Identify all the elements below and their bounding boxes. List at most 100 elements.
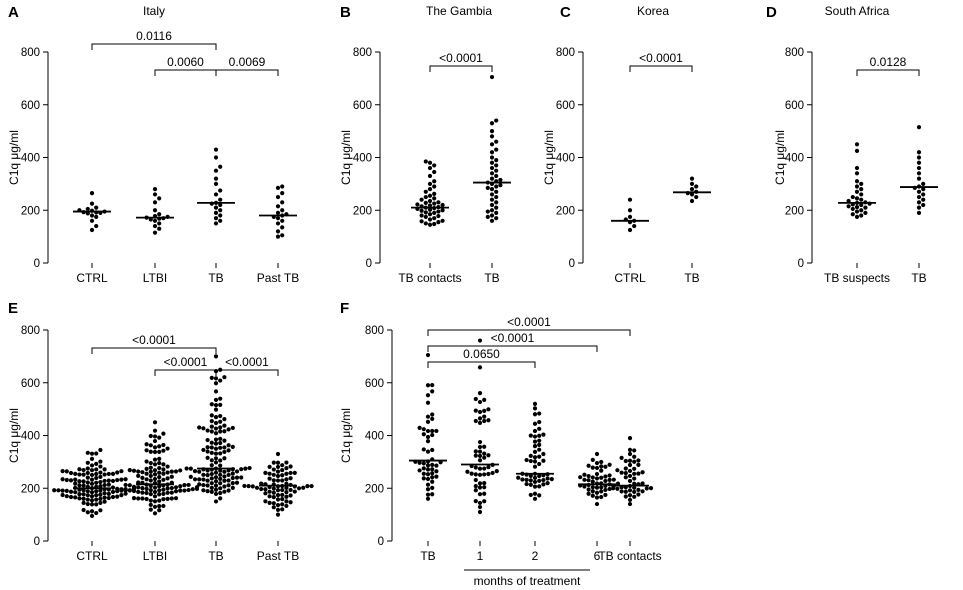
data-point bbox=[689, 176, 695, 181]
data-point bbox=[494, 158, 499, 163]
data-point bbox=[110, 489, 116, 494]
data-point bbox=[205, 455, 210, 460]
data-point bbox=[545, 476, 550, 481]
data-point bbox=[98, 500, 103, 505]
data-point bbox=[85, 206, 90, 212]
data-point bbox=[148, 478, 153, 483]
category-label: TB contacts bbox=[598, 549, 661, 563]
data-point bbox=[161, 448, 166, 453]
data-point bbox=[440, 218, 445, 223]
data-point bbox=[694, 184, 699, 189]
data-point bbox=[473, 488, 478, 493]
data-point bbox=[477, 472, 483, 477]
data-point bbox=[582, 472, 587, 477]
data-point bbox=[432, 221, 437, 227]
data-point bbox=[494, 168, 499, 173]
data-point bbox=[98, 464, 103, 469]
data-point bbox=[119, 477, 124, 482]
significance-bracket: <0.0001 bbox=[427, 315, 631, 336]
data-point bbox=[425, 414, 431, 419]
data-point bbox=[152, 438, 158, 444]
data-point bbox=[209, 424, 214, 429]
data-point bbox=[230, 485, 235, 490]
data-point bbox=[537, 478, 542, 483]
data-point bbox=[144, 459, 149, 464]
data-point bbox=[477, 466, 483, 471]
data-point bbox=[201, 477, 206, 482]
p-value-label: 0.0650 bbox=[463, 347, 500, 361]
significance-bracket: 0.0650 bbox=[427, 347, 536, 368]
data-point bbox=[425, 449, 431, 454]
data-point bbox=[205, 483, 210, 488]
data-point bbox=[119, 469, 124, 474]
data-point bbox=[425, 472, 431, 477]
data-point bbox=[213, 479, 219, 484]
data-point bbox=[477, 481, 483, 486]
data-point bbox=[465, 469, 470, 474]
data-point bbox=[230, 481, 235, 486]
y-tick-label: 200 bbox=[21, 205, 40, 217]
data-point bbox=[528, 482, 533, 487]
data-point bbox=[280, 497, 285, 502]
data-point bbox=[859, 202, 864, 208]
data-point bbox=[157, 479, 162, 484]
data-point bbox=[916, 160, 922, 165]
data-point bbox=[486, 418, 491, 423]
data-point bbox=[173, 489, 179, 494]
data-point bbox=[250, 484, 255, 489]
data-point bbox=[423, 189, 428, 194]
category-label: Past TB bbox=[257, 549, 299, 563]
data-point bbox=[152, 420, 158, 425]
data-point bbox=[144, 471, 149, 476]
data-point bbox=[498, 183, 503, 188]
data-point bbox=[218, 419, 223, 424]
data-point bbox=[432, 191, 437, 196]
data-point bbox=[532, 459, 538, 464]
data-point bbox=[494, 205, 499, 210]
data-point bbox=[516, 475, 521, 480]
data-point bbox=[623, 475, 628, 480]
data-point bbox=[485, 185, 490, 190]
data-point bbox=[432, 163, 437, 168]
significance-bracket: 0.0069 bbox=[215, 55, 279, 76]
data-point bbox=[854, 179, 860, 184]
data-point bbox=[632, 466, 637, 471]
data-point bbox=[246, 483, 251, 489]
y-tick-label: 0 bbox=[378, 536, 384, 548]
data-point bbox=[73, 495, 78, 500]
data-point bbox=[152, 499, 158, 504]
data-point bbox=[425, 463, 431, 468]
panel-C: C Korea 0 200 400 600 800 C1q μg/ml CTRL TB <0.000… bbox=[542, 4, 711, 285]
data-point bbox=[98, 459, 103, 464]
data-point bbox=[275, 221, 281, 226]
data-point bbox=[152, 504, 158, 509]
data-point bbox=[218, 463, 223, 468]
data-point bbox=[594, 495, 600, 500]
data-point bbox=[275, 216, 281, 221]
data-point bbox=[165, 486, 170, 491]
data-point bbox=[603, 478, 608, 484]
data-point bbox=[477, 399, 483, 405]
data-point bbox=[489, 197, 495, 202]
data-point bbox=[490, 470, 495, 476]
data-point bbox=[161, 471, 166, 476]
panel-E: E 0 200 400 600 800 C1q μg/ml CTRL LTBI TB Past TB… bbox=[7, 300, 314, 563]
data-point bbox=[288, 470, 293, 476]
data-point bbox=[201, 488, 206, 493]
data-point bbox=[152, 445, 158, 450]
data-point bbox=[222, 445, 227, 450]
data-point bbox=[169, 490, 174, 495]
data-point bbox=[157, 492, 162, 497]
data-point bbox=[152, 223, 158, 229]
data-point bbox=[292, 470, 297, 475]
data-point bbox=[127, 468, 132, 473]
data-point bbox=[489, 142, 495, 147]
data-point bbox=[222, 456, 227, 461]
data-point bbox=[127, 488, 132, 493]
y-tick-label: 200 bbox=[556, 205, 575, 217]
data-point bbox=[226, 488, 231, 493]
data-point bbox=[489, 165, 495, 171]
data-point bbox=[430, 475, 435, 480]
data-point bbox=[432, 179, 437, 184]
data-point bbox=[197, 469, 202, 474]
